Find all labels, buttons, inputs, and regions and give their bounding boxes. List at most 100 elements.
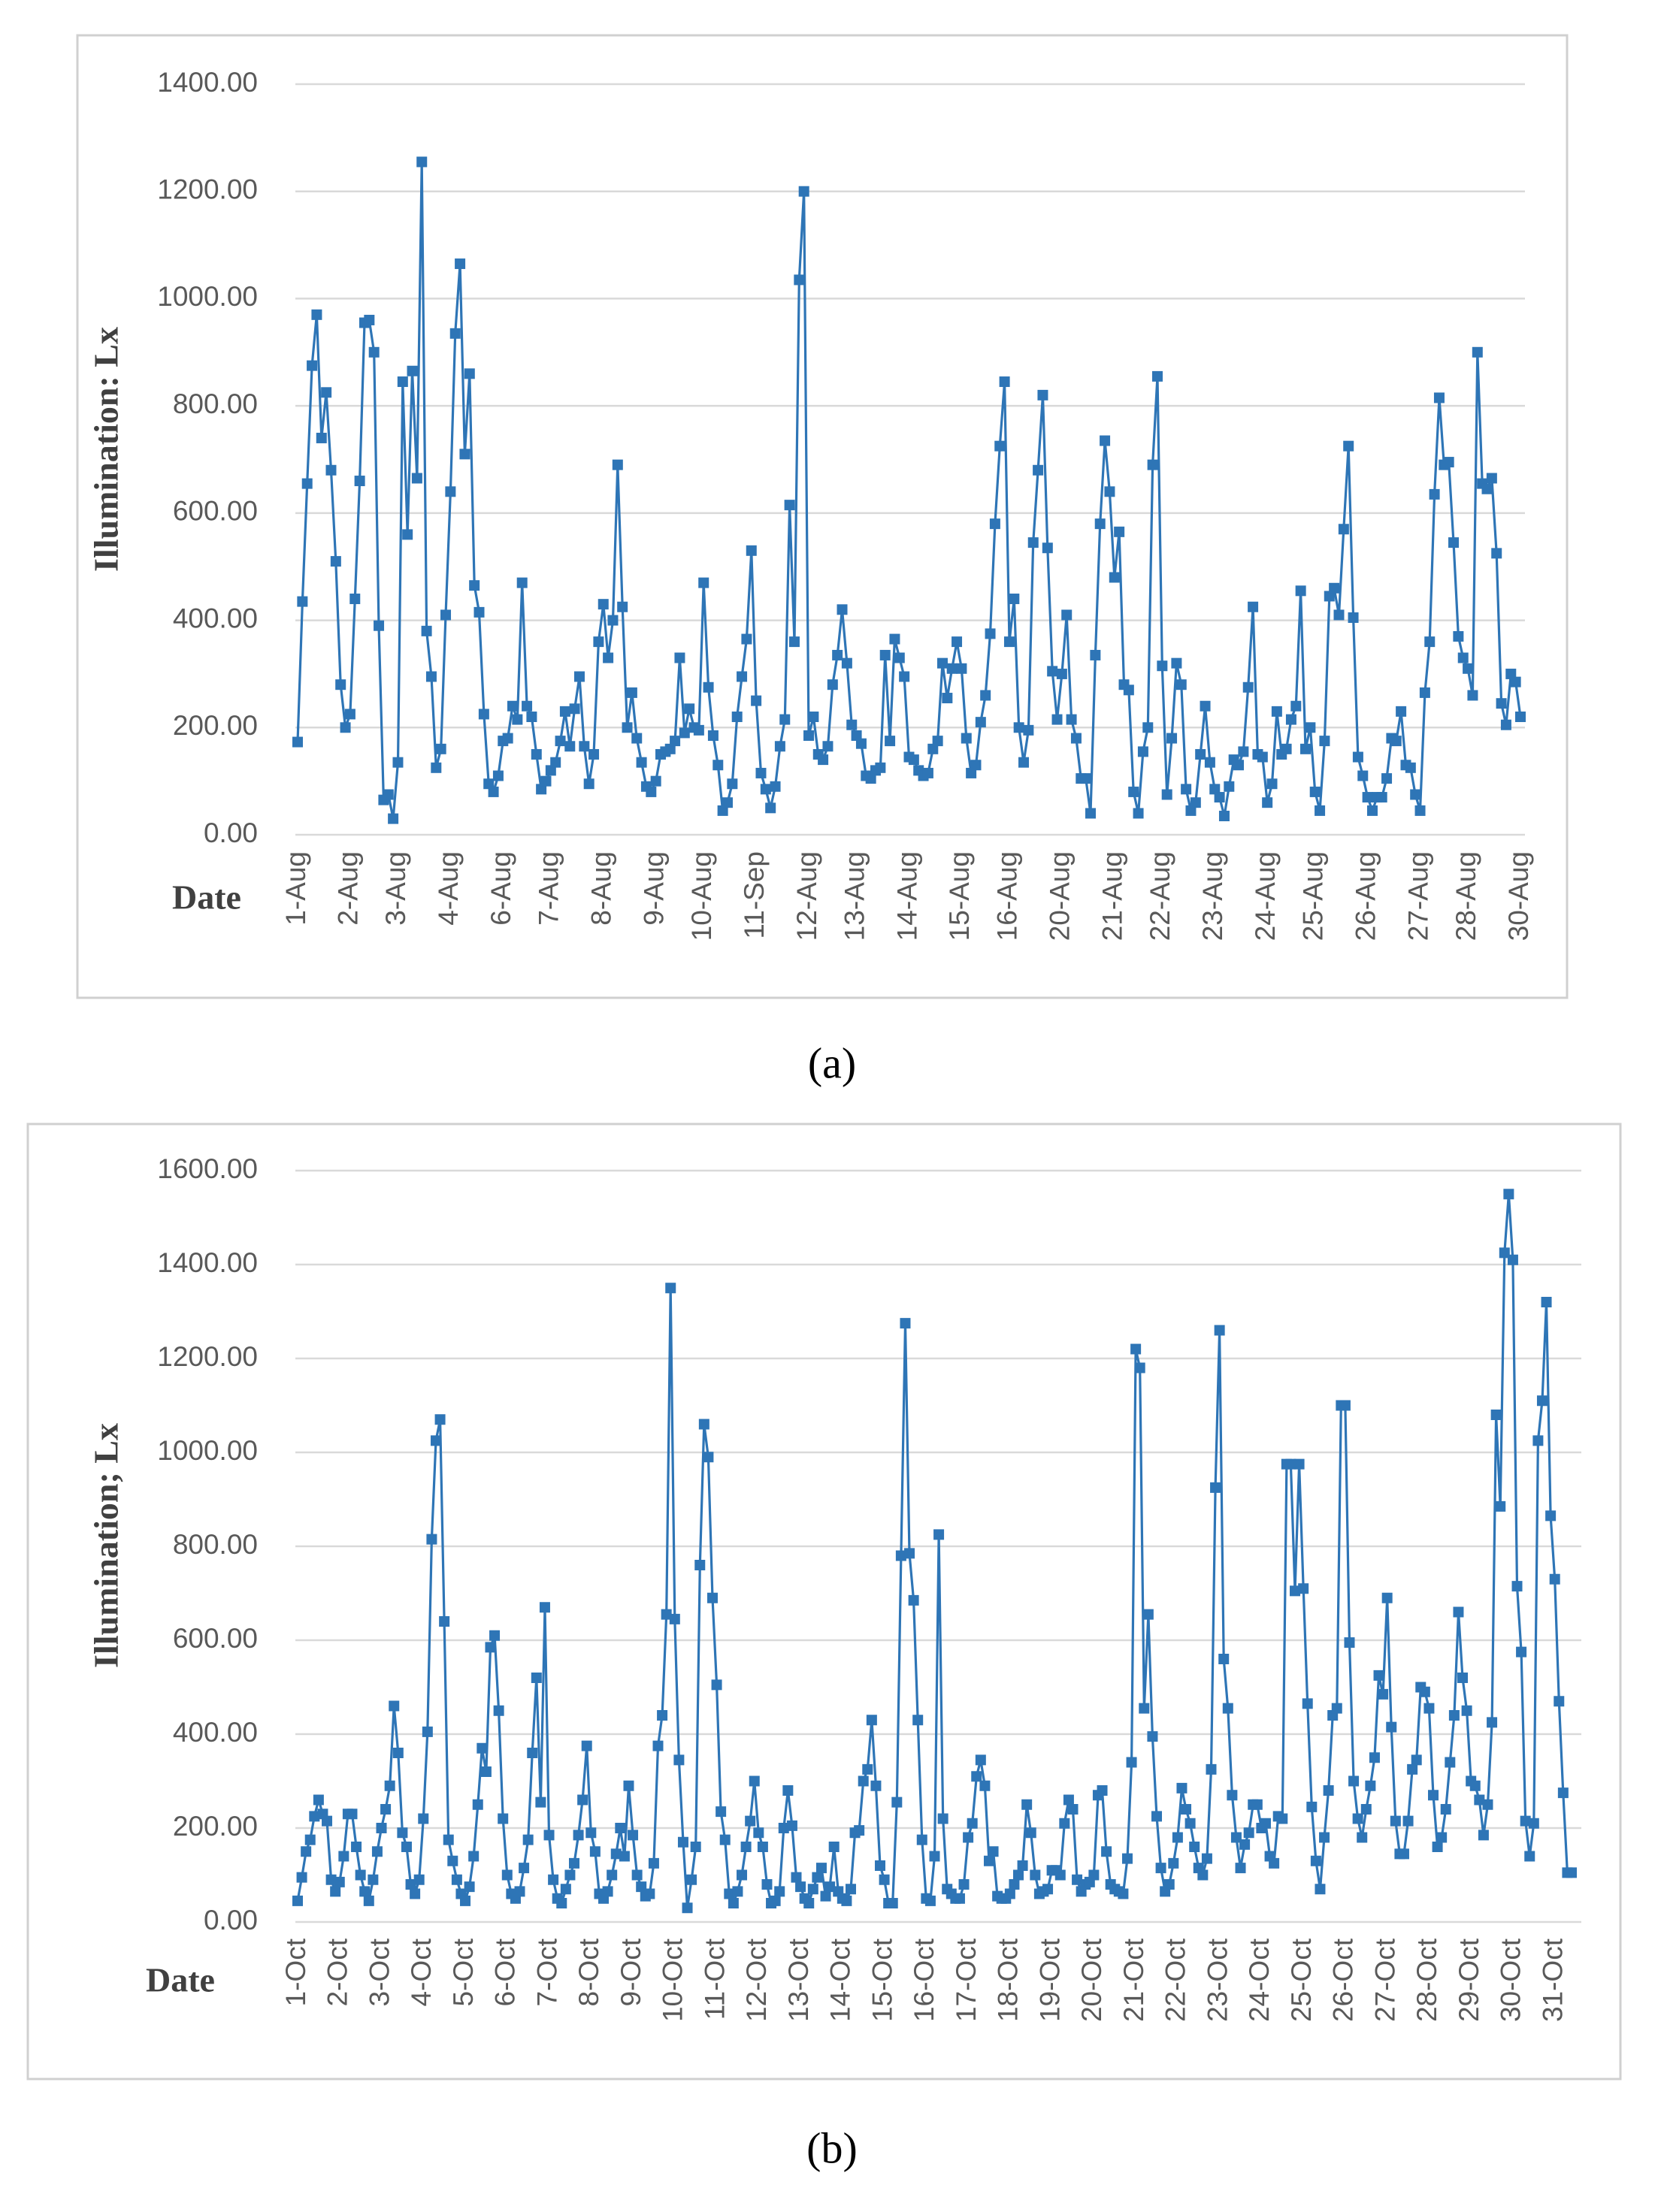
data-marker	[335, 679, 346, 690]
x-tick-label: 25-Oct	[1286, 1938, 1317, 2022]
x-tick-label: 20-Oct	[1076, 1938, 1107, 2022]
data-marker	[615, 1823, 626, 1833]
data-marker	[956, 663, 967, 674]
data-marker	[1566, 1867, 1577, 1878]
data-marker	[292, 1895, 303, 1906]
data-marker	[583, 778, 595, 790]
data-marker	[1386, 1721, 1397, 1733]
data-marker	[1432, 1842, 1443, 1852]
data-marker	[841, 657, 852, 669]
x-tick-label: 4-Oct	[406, 1938, 437, 2006]
data-marker	[770, 781, 781, 792]
data-marker	[994, 440, 1006, 452]
data-marker	[344, 709, 355, 720]
data-marker	[963, 1832, 974, 1843]
x-tick-label: 24-Aug	[1250, 851, 1281, 941]
data-marker	[501, 1869, 513, 1881]
data-marker	[380, 1804, 392, 1815]
data-marker	[359, 1886, 371, 1897]
data-marker	[413, 1874, 425, 1885]
data-marker	[970, 760, 982, 771]
data-marker	[657, 1710, 668, 1721]
data-marker	[1171, 657, 1182, 669]
data-marker	[426, 1534, 437, 1545]
data-marker	[895, 1550, 906, 1561]
data-marker	[527, 1748, 538, 1758]
data-marker	[1066, 714, 1077, 725]
data-marker	[791, 1872, 802, 1883]
data-marker	[1206, 1763, 1217, 1775]
data-marker	[1445, 1757, 1456, 1768]
data-marker	[1118, 1888, 1129, 1899]
data-marker	[569, 703, 580, 715]
data-marker	[514, 1886, 525, 1897]
data-marker	[1235, 1863, 1246, 1874]
y-tick-label: 800.00	[173, 1529, 258, 1560]
data-marker	[1360, 1804, 1372, 1815]
data-marker	[650, 775, 661, 787]
data-marker	[1070, 733, 1082, 744]
data-marker	[1453, 1606, 1464, 1618]
data-marker	[1155, 1863, 1166, 1874]
data-marker	[455, 258, 466, 270]
data-marker	[1310, 1855, 1321, 1866]
data-marker	[1373, 1670, 1384, 1681]
data-marker	[751, 695, 762, 706]
data-marker	[770, 1895, 781, 1906]
data-marker	[478, 709, 489, 720]
data-marker	[577, 1794, 588, 1806]
data-marker	[1030, 1869, 1041, 1881]
data-marker	[1121, 1853, 1133, 1864]
data-marker	[619, 1851, 630, 1862]
data-marker	[1499, 1247, 1510, 1259]
data-marker	[1516, 1646, 1527, 1657]
data-marker	[1042, 542, 1053, 554]
data-marker	[774, 1886, 785, 1897]
data-marker	[891, 1796, 903, 1808]
data-marker	[778, 1823, 789, 1833]
data-marker	[1214, 792, 1225, 803]
data-marker	[937, 1813, 948, 1824]
data-marker	[489, 1630, 501, 1641]
data-marker	[301, 1846, 312, 1857]
x-tick-label: 7-Aug	[534, 851, 564, 926]
data-marker	[1536, 1395, 1548, 1407]
data-marker	[1285, 1458, 1296, 1470]
data-marker	[989, 518, 1000, 530]
data-marker	[1224, 781, 1235, 792]
data-marker	[988, 1846, 999, 1857]
data-marker	[325, 1874, 337, 1885]
data-marker	[716, 1806, 727, 1818]
x-tick-label: 6-Oct	[490, 1938, 521, 2006]
data-marker	[296, 1872, 307, 1883]
data-marker	[368, 1874, 379, 1885]
data-marker	[1496, 698, 1507, 709]
data-marker	[1390, 736, 1402, 747]
data-marker	[784, 500, 795, 511]
data-marker	[483, 778, 495, 790]
data-marker	[545, 765, 556, 776]
data-marker	[732, 1886, 743, 1897]
data-marker	[363, 1895, 374, 1906]
data-marker	[1366, 805, 1378, 816]
data-marker	[443, 1834, 454, 1845]
x-tick-label: 3-Aug	[380, 851, 411, 926]
data-marker	[1419, 1686, 1430, 1697]
data-marker	[311, 309, 322, 320]
data-marker	[1343, 440, 1354, 452]
data-marker	[1486, 473, 1497, 484]
data-marker	[1315, 1884, 1326, 1895]
y-tick-label: 1200.00	[157, 174, 258, 204]
data-marker	[737, 1869, 748, 1881]
data-marker	[827, 679, 838, 690]
data-marker	[1059, 1818, 1070, 1829]
data-marker	[1319, 1832, 1330, 1843]
data-marker	[1067, 1804, 1079, 1815]
x-tick-label: 3-Oct	[364, 1938, 395, 2006]
data-marker	[942, 693, 953, 704]
x-tick-label: 27-Oct	[1369, 1938, 1400, 2022]
data-marker	[507, 700, 518, 712]
data-marker	[1398, 1848, 1409, 1860]
data-marker	[669, 1613, 680, 1624]
data-marker	[425, 671, 437, 682]
